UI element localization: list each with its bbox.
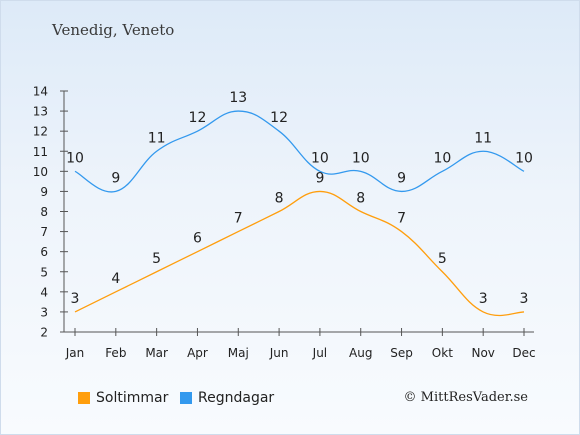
y-tick-label: 7 <box>40 225 48 239</box>
data-label-regndagar: 9 <box>111 170 120 186</box>
data-label-regndagar: 12 <box>270 110 288 126</box>
data-label-soltimmar: 8 <box>275 191 284 207</box>
y-tick-label: 13 <box>33 105 48 119</box>
data-label-regndagar: 10 <box>515 150 533 166</box>
data-label-soltimmar: 3 <box>520 291 529 307</box>
data-label-soltimmar: 4 <box>111 271 120 287</box>
legend-item-regndagar: Regndagar <box>180 390 274 406</box>
x-tick-label: Sep <box>390 346 413 360</box>
x-tick-label: Nov <box>471 346 494 360</box>
x-tick-label: Mar <box>145 346 168 360</box>
y-tick-label: 14 <box>33 85 48 99</box>
y-tick-label: 2 <box>40 326 48 340</box>
data-label-regndagar: 13 <box>229 90 247 106</box>
data-label-regndagar: 10 <box>433 150 451 166</box>
data-label-regndagar: 10 <box>352 150 370 166</box>
x-tick-label: Maj <box>228 346 249 360</box>
y-tick-label: 11 <box>33 145 48 159</box>
data-label-regndagar: 10 <box>66 150 84 166</box>
series-line-regndagar <box>74 110 525 193</box>
x-tick-label: Dec <box>512 346 535 360</box>
data-label-soltimmar: 5 <box>438 251 447 267</box>
chart-title: Venedig, Veneto <box>52 21 175 39</box>
y-tick-label: 10 <box>33 165 48 179</box>
data-label-regndagar: 9 <box>397 170 406 186</box>
y-tick-label: 8 <box>40 205 48 219</box>
data-label-soltimmar: 7 <box>234 211 243 227</box>
series-line-soltimmar <box>74 190 525 317</box>
data-label-soltimmar: 5 <box>152 251 161 267</box>
data-label-regndagar: 12 <box>189 110 207 126</box>
legend-swatch-regndagar <box>180 392 192 404</box>
data-label-soltimmar: 9 <box>315 170 324 186</box>
x-tick-label: Feb <box>105 346 126 360</box>
data-label-regndagar: 11 <box>474 130 492 146</box>
x-tick-label: Jan <box>65 346 85 360</box>
y-tick-label: 4 <box>40 285 48 299</box>
y-tick-label: 12 <box>33 125 48 139</box>
x-tick-label: Jul <box>312 346 327 360</box>
data-label-soltimmar: 3 <box>71 291 80 307</box>
y-tick-label: 9 <box>40 185 48 199</box>
y-tick-label: 3 <box>40 305 48 319</box>
data-label-regndagar: 10 <box>311 150 329 166</box>
x-tick-label: Okt <box>432 346 453 360</box>
y-tick-label: 5 <box>40 265 48 279</box>
data-label-soltimmar: 8 <box>356 191 365 207</box>
x-tick-label: Jun <box>269 346 289 360</box>
legend-swatch-soltimmar <box>78 392 90 404</box>
data-label-regndagar: 11 <box>148 130 166 146</box>
x-tick-label: Aug <box>349 346 372 360</box>
x-tick-label: Apr <box>187 346 208 360</box>
y-tick-label: 6 <box>40 245 48 259</box>
legend-item-soltimmar: Soltimmar <box>78 390 168 406</box>
legend-label-soltimmar: Soltimmar <box>96 390 169 406</box>
credit-text: © MittResVader.se <box>403 390 528 405</box>
data-label-soltimmar: 7 <box>397 211 406 227</box>
data-label-soltimmar: 3 <box>479 291 488 307</box>
data-label-soltimmar: 6 <box>193 231 202 247</box>
legend-label-regndagar: Regndagar <box>198 390 275 406</box>
